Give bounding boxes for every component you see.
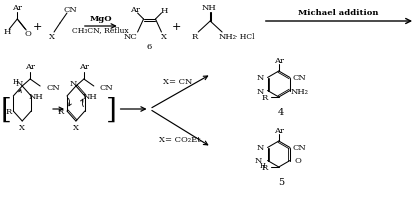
- Text: CN: CN: [100, 84, 113, 91]
- Text: CN: CN: [292, 74, 306, 82]
- Text: H: H: [161, 7, 168, 15]
- Text: N: N: [69, 80, 77, 88]
- Text: Michael addition: Michael addition: [298, 9, 379, 17]
- Text: X: X: [19, 123, 25, 131]
- Text: H: H: [260, 162, 266, 170]
- Text: CH₃CN, Reflux: CH₃CN, Reflux: [73, 26, 129, 34]
- Text: N: N: [15, 80, 23, 88]
- Text: [: [: [1, 96, 12, 123]
- Text: R: R: [58, 108, 64, 115]
- Text: CN: CN: [63, 6, 77, 14]
- Text: Ar: Ar: [274, 126, 284, 134]
- Text: MgO: MgO: [90, 15, 112, 23]
- Text: H: H: [12, 78, 18, 85]
- FancyArrowPatch shape: [80, 100, 83, 107]
- Text: R: R: [5, 108, 11, 115]
- Text: NH: NH: [202, 4, 216, 12]
- Text: Ar: Ar: [79, 63, 89, 71]
- Text: NH₂: NH₂: [219, 33, 237, 41]
- Text: +: +: [33, 22, 42, 32]
- Text: · HCl: · HCl: [235, 33, 255, 41]
- Text: X= CN: X= CN: [163, 78, 193, 85]
- Text: X: X: [161, 33, 167, 41]
- FancyArrowPatch shape: [19, 90, 21, 93]
- Text: X: X: [73, 123, 79, 131]
- Text: Ar: Ar: [274, 57, 284, 65]
- Text: O: O: [294, 157, 301, 165]
- Text: Ar: Ar: [12, 4, 22, 12]
- Text: NH₂: NH₂: [291, 87, 309, 95]
- Text: R: R: [262, 163, 268, 171]
- Text: 4: 4: [278, 108, 284, 117]
- Text: NH: NH: [83, 92, 97, 101]
- Text: CN: CN: [292, 144, 306, 152]
- Text: Ar: Ar: [25, 63, 35, 71]
- Text: 5: 5: [278, 178, 284, 187]
- Text: Ar: Ar: [130, 6, 140, 14]
- Text: ]: ]: [106, 96, 117, 123]
- FancyArrowPatch shape: [68, 99, 71, 106]
- Text: H: H: [4, 28, 11, 36]
- Text: N: N: [257, 74, 264, 82]
- Text: NC: NC: [124, 33, 138, 41]
- Text: N: N: [257, 144, 264, 152]
- Text: X: X: [49, 33, 55, 41]
- Text: N: N: [257, 87, 264, 95]
- Text: R: R: [262, 94, 268, 102]
- Text: X= CO₂Et: X= CO₂Et: [159, 135, 201, 143]
- Text: CN: CN: [46, 84, 60, 91]
- Text: 6: 6: [147, 43, 152, 51]
- Text: +: +: [172, 22, 181, 32]
- Text: R: R: [191, 33, 197, 41]
- Text: NH: NH: [29, 92, 43, 101]
- Text: N: N: [255, 157, 262, 165]
- Text: O: O: [25, 30, 32, 38]
